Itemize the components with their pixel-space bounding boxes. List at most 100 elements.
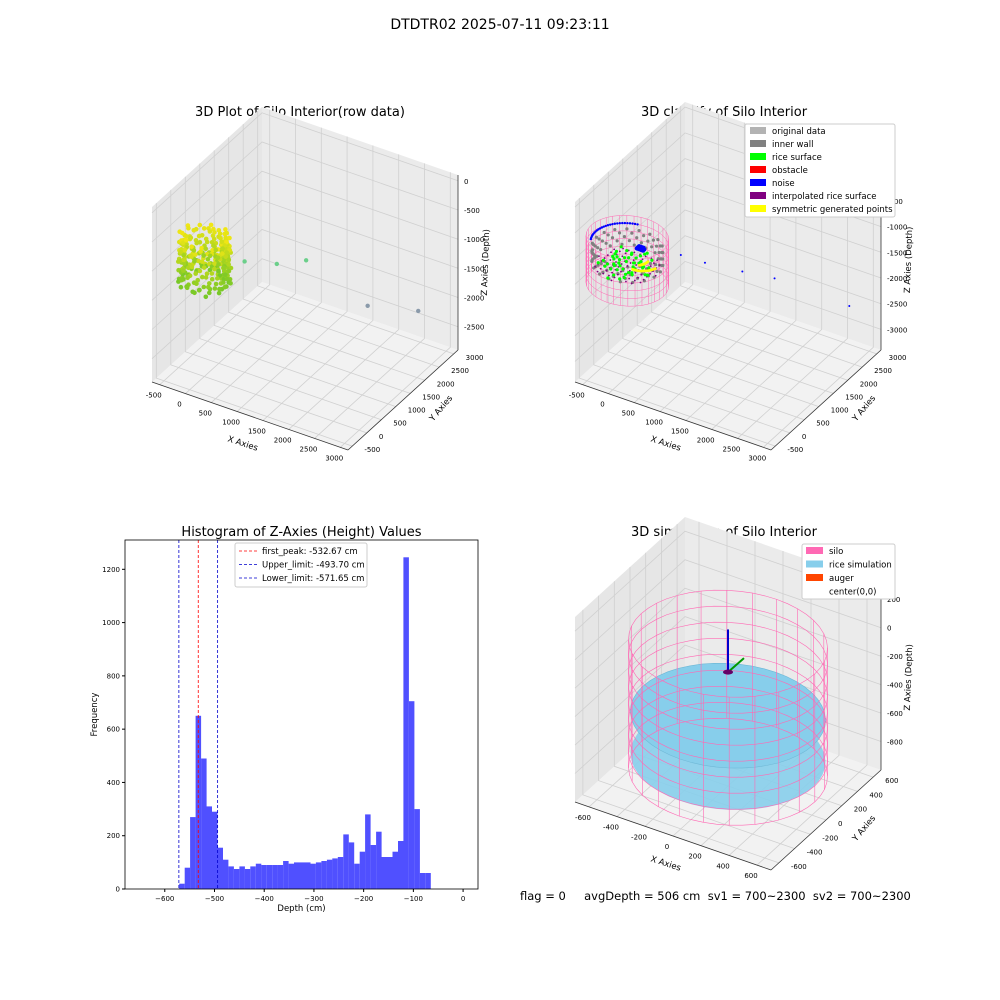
raw-point [217,231,223,237]
raw-point [198,249,203,254]
rice-surface-point [631,265,635,269]
histogram-bar [277,865,284,889]
symmetric-point [646,260,650,264]
histogram-bar [408,701,415,889]
inner-wall-point [650,245,654,249]
y-tick-label: 2500 [874,367,892,375]
legend-swatch [750,140,766,147]
noise-point [741,270,744,273]
y-tick-label: -200 [822,834,838,842]
raw-point [194,240,199,246]
z-tick-label: -2000 [887,275,907,283]
rice-surface-point [647,266,651,270]
inner-wall-point [630,231,634,235]
interpolated-point [639,281,642,284]
legend-swatch [750,127,766,134]
interpolated-point [628,277,631,280]
raw-point [183,233,189,239]
interpolated-point [611,271,614,274]
raw-point [199,259,205,264]
gridline-y [213,150,411,394]
inner-wall-point [594,235,598,239]
x-tick-label: 400 [716,862,729,870]
inner-wall-point [620,242,624,246]
x-tick-label: −500 [205,895,224,903]
histogram-bar [266,865,273,889]
legend-frame [234,542,368,588]
rice-surface-point [612,257,616,261]
x-tick-label: 0 [461,895,465,903]
raw-point [223,235,229,240]
rice-surface-point [625,248,629,253]
raw-point [187,236,193,242]
inner-wall-point [653,263,658,267]
gridline-z [151,112,459,214]
y-tick-label: 1000 [408,407,426,415]
y-tick-label: 2500 [451,367,469,375]
raw-point [221,280,226,285]
gridline-x [211,127,322,403]
raw-point [221,265,227,271]
inner-wall-point [600,239,604,243]
inner-wall-point [608,244,612,248]
status-line: flag = 0 avgDepth = 506 cm sv1 = 700~230… [520,889,911,903]
x-tick-label: 1000 [645,419,663,427]
x-tick-label: -600 [575,814,591,822]
y-tick-label: 2000 [437,380,455,388]
raw-point [196,258,201,264]
interpolated-point [606,254,609,257]
histogram-bar [190,817,196,889]
interpolated-point [618,250,621,253]
noise-point [621,221,624,225]
raw-point [191,228,197,233]
raw-point [215,255,221,260]
pane-side [152,107,262,382]
inner-wall-point [651,238,656,242]
raw-point [191,248,197,253]
chart-title: 3D Plot of Silo Interior(row data) [195,105,405,120]
raw-point [207,290,212,296]
raw-point [197,287,202,293]
interpolated-point [644,255,647,258]
legend-label: Lower_limit: -571.65 cm [262,574,364,584]
rice-surface-point [601,258,605,262]
y-tick-label: 0 [802,433,806,441]
raw-point [203,275,209,280]
histogram-bar [184,867,191,889]
y-tick-label: -500 [364,446,380,454]
y-axis-label: Frequency [90,693,100,737]
y-tick-label: 1500 [422,393,440,401]
x-tick-label: 0 [665,843,669,851]
noise-point [600,226,604,229]
gridline-z [574,616,882,717]
histogram-bar [376,831,382,889]
x-tick-label: -200 [631,833,647,841]
z-tick-label: -3000 [887,326,907,334]
rice-surface-point [618,264,622,268]
y-tick-label: 3000 [889,354,907,362]
x-tick-label: 2000 [274,436,292,444]
histogram-bar [272,865,278,889]
raw-point [181,257,186,263]
interpolated-point [616,273,619,276]
rice-surface-point [638,254,643,258]
histogram-bar [414,809,420,889]
raw-point [209,276,215,282]
z-tick-label: -500 [464,207,480,215]
interpolated-point [649,265,652,267]
rice-surface-point [618,277,622,281]
gridline-x [737,158,848,439]
inner-wall-point [656,238,660,242]
gridline-x [314,163,425,439]
center-y-arrow [727,657,745,673]
gridline-z [574,209,882,311]
rice-surface-point [596,261,600,265]
inner-wall-point [595,254,599,258]
legend: silo rice simulation auger center(0,0) [801,543,896,600]
inner-wall-point [602,230,606,235]
legend-label: noise [772,179,795,189]
gridline-x [159,109,271,385]
histogram-bar [206,806,212,889]
y-tick-label: 1000 [831,407,849,415]
legend-label: first_peak: -532.67 cm [262,547,358,557]
